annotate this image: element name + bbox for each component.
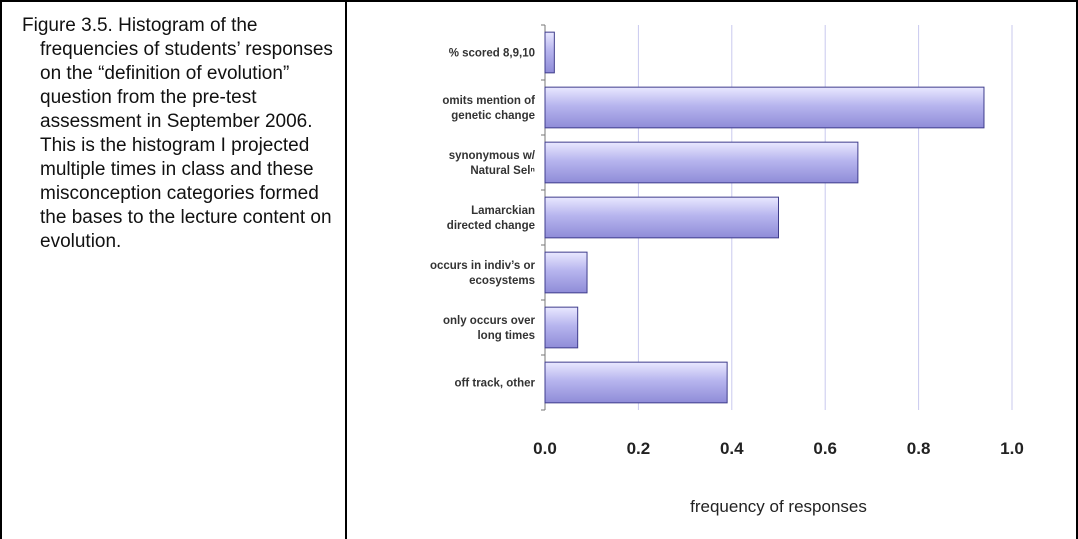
category-label-2: synonymous w/Natural Selⁿ [449,150,536,177]
category-label-line: genetic change [451,110,535,122]
category-label-line: occurs in indiv’s or [430,260,536,272]
figure-caption: Figure 3.5. Histogram of the frequencies… [22,15,333,252]
top-border [0,0,1078,2]
category-label-line: % scored 8,9,10 [449,48,535,60]
column-divider [345,0,347,539]
category-label-line: long times [477,330,535,342]
bar-5 [544,306,579,349]
category-label-5: only occurs over long times [443,315,536,342]
caption-cell: Figure 3.5. Histogram of the frequencies… [22,14,340,254]
bar-2 [544,141,859,184]
x-tick-label-5: 1.0 [1000,439,1024,458]
bar-chart: % scored 8,9,10 omits mention of genetic c… [430,24,1024,516]
category-label-line: Lamarckian [471,205,535,217]
x-tick-label-3: 0.6 [813,439,837,458]
category-label-line: directed change [447,220,535,232]
bar-6 [544,361,728,404]
x-tick-label-4: 0.8 [907,439,931,458]
right-border [1076,0,1078,539]
category-label-4: occurs in indiv’s or ecosystems [430,260,536,287]
chart-cell: % scored 8,9,10 omits mention of genetic c… [352,10,1068,530]
left-border [0,0,2,539]
x-axis-label: frequency of responses [690,497,867,516]
category-label-line: omits mention of [442,95,535,107]
category-label-line: ecosystems [469,275,535,287]
bar-4 [544,251,588,294]
category-label-6: off track, other [454,378,535,390]
category-label-line: off track, other [454,378,535,390]
bar-0 [544,31,555,74]
x-tick-label-0: 0.0 [533,439,557,458]
x-tick-label-1: 0.2 [627,439,651,458]
category-label-line: only occurs over [443,315,536,327]
x-tick-label-2: 0.4 [720,439,744,458]
category-label-line: Natural Selⁿ [470,165,535,177]
category-label-3: Lamarckian directed change [447,205,535,232]
bar-1 [544,86,985,129]
category-label-1: omits mention of genetic change [442,95,535,122]
category-label-line: synonymous w/ [449,150,536,162]
category-label-0: % scored 8,9,10 [449,48,535,60]
bar-3 [544,196,779,239]
